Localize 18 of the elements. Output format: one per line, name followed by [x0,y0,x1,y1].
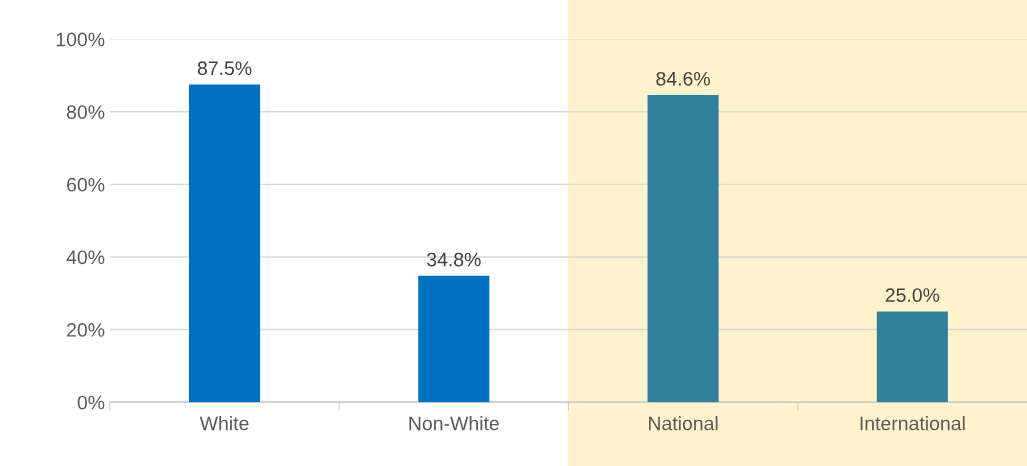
y-tick-label: 100% [56,32,105,47]
bar [188,84,261,403]
y-tick-label: 20% [67,323,105,337]
data-label: 84.6% [656,71,710,86]
data-label: 87.5% [197,61,252,76]
bar [876,311,948,403]
bar [418,275,490,403]
x-tick-label: White [199,416,249,431]
x-tick-label: International [860,416,965,431]
x-tick-label: National [649,416,718,431]
bar [647,95,719,403]
data-label: 34.8% [426,252,481,267]
y-tick-label: 40% [66,250,105,265]
data-label: 25.0% [885,288,940,303]
y-tick-label: 80% [66,105,105,119]
y-tick-label: 0% [77,395,105,410]
x-tick-label: Non-White [409,416,499,431]
y-tick-label: 60% [67,177,105,192]
